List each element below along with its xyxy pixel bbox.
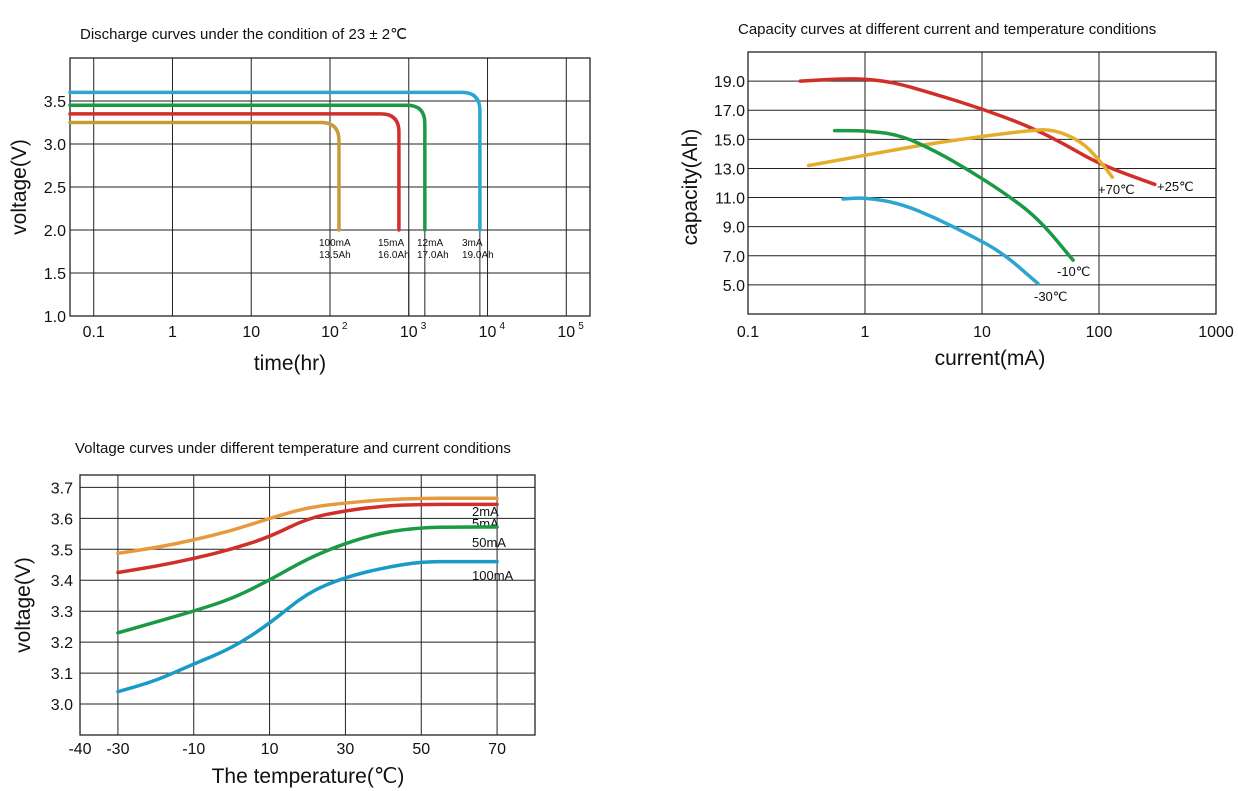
chart1-series-capacity: 13.5Ah [319, 250, 351, 261]
chart3-y-tick-label: 3.3 [51, 604, 73, 621]
chart1-title: Discharge curves under the condition of … [80, 26, 407, 43]
chart3-series-line [116, 502, 499, 575]
chart2-title: Capacity curves at different current and… [738, 21, 1156, 38]
chart2-y-tick-label: 7.0 [723, 249, 745, 266]
chart3-title: Voltage curves under different temperatu… [75, 440, 511, 457]
chart3-x-tick-label: 70 [488, 741, 506, 758]
chart1-x-tick-label: 10 [242, 324, 260, 341]
chart2-series-label: +70℃ [1098, 182, 1135, 197]
chart2-series-label: -30℃ [1034, 289, 1067, 304]
chart2-series-line [806, 128, 1115, 179]
chart3-x-tick-label: 30 [337, 741, 355, 758]
chart2-series-label: -10℃ [1057, 264, 1090, 279]
chart1-x-tick-exponent: 2 [342, 321, 348, 332]
chart1-x-tick-label: 0.1 [83, 324, 105, 341]
chart3-y-axis-label: voltage(V) [12, 557, 35, 653]
chart2-x-tick-label: 1 [861, 324, 870, 341]
chart1-series-label: 3mA [462, 238, 483, 249]
chart3-y-tick-label: 3.5 [51, 542, 73, 559]
chart1-series-15mA [68, 112, 401, 232]
chart1-y-tick-label: 2.5 [44, 180, 66, 197]
chart1-y-tick-label: 1.5 [44, 266, 66, 283]
chart1-series-label: 15mA [378, 238, 404, 249]
chart2-series-label: +25℃ [1157, 179, 1194, 194]
chart1-x-tick-exponent: 5 [578, 321, 584, 332]
chart2-frame [747, 51, 1217, 315]
chart1-series-capacity: 16.0Ah [378, 250, 410, 261]
chart1-series-capacity: 19.0Ah [462, 250, 494, 261]
chart3-y-tick-label: 3.2 [51, 635, 73, 652]
chart1-y-tick-label: 2.0 [44, 223, 66, 240]
chart3-y-tick-label: 3.4 [51, 573, 73, 590]
chart2-x-axis-label: current(mA) [935, 347, 1046, 370]
chart3-x-axis-label: The temperature(℃) [212, 765, 405, 788]
chart1-x-tick-label: 10 [321, 324, 339, 341]
chart2-y-axis-label: capacity(Ah) [679, 129, 702, 246]
chart1-x-tick-label: 1 [168, 324, 177, 341]
chart1-x-axis-label: time(hr) [254, 352, 326, 375]
chart3-series-line [116, 525, 499, 635]
chart1-series-12mA [68, 103, 427, 232]
chart1-series-3mA [68, 90, 482, 232]
chart1-x-tick-exponent: 3 [421, 321, 427, 332]
chart3-y-tick-label: 3.6 [51, 511, 73, 528]
chart2-y-tick-label: 9.0 [723, 220, 745, 237]
chart2-x-tick-label: 0.1 [737, 324, 759, 341]
chart1-x-tick-label: 10 [479, 324, 497, 341]
chart3-x-tick-label: -10 [182, 741, 205, 758]
chart3-x-tick-label: 10 [261, 741, 279, 758]
chart3-series-label: 100mA [472, 568, 514, 583]
chart3-frame [79, 474, 536, 736]
chart1-x-tick-label: 10 [400, 324, 418, 341]
chart2-y-tick-label: 15.0 [714, 132, 745, 149]
chart3-y-tick-label: 3.7 [51, 480, 73, 497]
chart-discharge: Discharge curves under the condition of … [8, 26, 591, 375]
chart3-x-tick-label: -30 [106, 741, 129, 758]
chart3-series-label: 50mA [472, 535, 506, 550]
chart1-series-label: 100mA [319, 238, 351, 249]
chart-capacity: Capacity curves at different current and… [679, 21, 1234, 370]
chart2-y-tick-label: 17.0 [714, 103, 745, 120]
chart3-x-tick-label: -40 [68, 741, 91, 758]
chart2-y-tick-label: 11.0 [715, 191, 745, 208]
chart3-y-tick-label: 3.0 [51, 697, 73, 714]
chart2-y-tick-label: 13.0 [714, 161, 745, 178]
chart1-series-capacity: 17.0Ah [417, 250, 449, 261]
chart3-y-tick-label: 3.1 [51, 666, 73, 683]
chart1-series-label: 12mA [417, 238, 443, 249]
chart2-x-tick-label: 1000 [1198, 324, 1234, 341]
chart1-series-100mA [68, 120, 341, 232]
chart2-y-tick-label: 5.0 [723, 278, 745, 295]
chart2-y-tick-label: 19.0 [714, 74, 745, 91]
chart-voltage-temperature: Voltage curves under different temperatu… [12, 440, 536, 788]
chart3-series-label: 2mA [472, 504, 499, 519]
chart1-y-axis-label: voltage(V) [8, 139, 31, 235]
chart2-series-line [798, 77, 1157, 187]
chart3-series-line [116, 559, 499, 694]
chart2-x-tick-label: 10 [973, 324, 991, 341]
chart2-series-line [832, 128, 1075, 262]
chart1-y-tick-label: 3.0 [44, 137, 66, 154]
chart2-series-line [841, 196, 1040, 286]
chart3-x-tick-label: 50 [412, 741, 430, 758]
chart1-y-tick-label: 3.5 [44, 94, 66, 111]
chart2-x-tick-label: 100 [1086, 324, 1113, 341]
chart1-x-tick-label: 10 [557, 324, 575, 341]
chart3-series-line [116, 496, 499, 556]
chart1-y-tick-label: 1.0 [44, 309, 66, 326]
chart1-x-tick-exponent: 4 [500, 321, 506, 332]
chart1-frame [69, 57, 591, 317]
